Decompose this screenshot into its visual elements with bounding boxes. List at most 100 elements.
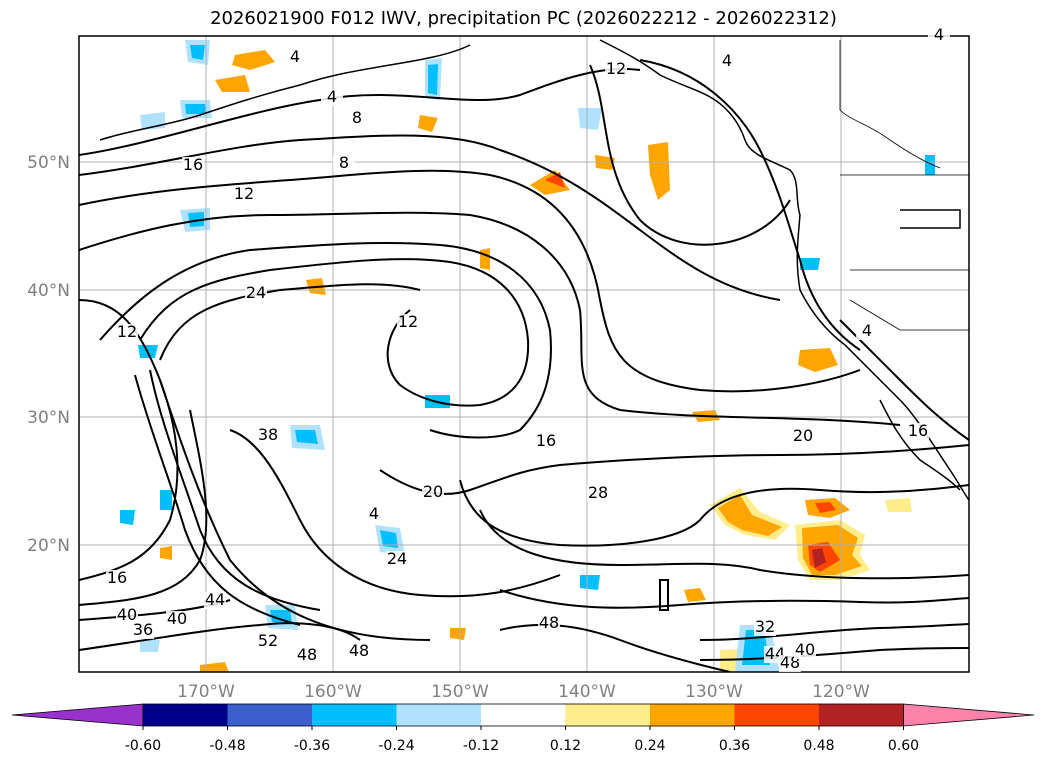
contour-label: 48 (297, 645, 317, 664)
contour-label-bg (166, 611, 188, 628)
contour-label-bg (132, 622, 154, 639)
contour-label: 44 (205, 590, 225, 609)
colorbar-tick-label: 0.12 (550, 738, 581, 754)
contour-label-bg (106, 570, 128, 587)
contour-label-bg (928, 27, 950, 44)
lat-label-40: 40°N (27, 281, 70, 301)
contour-label: 16 (183, 155, 203, 174)
contour-label: 48 (539, 613, 559, 632)
colorbar-segment (227, 704, 312, 726)
contour-label: 4 (862, 321, 872, 340)
contour-label: 4 (934, 25, 944, 44)
contour-label: 12 (234, 184, 254, 203)
contour-label: 4 (290, 47, 300, 66)
contour-label-bg (422, 484, 444, 501)
contour-label-bg (794, 642, 816, 659)
contour-label-bg (605, 61, 627, 78)
contour-label-bg (856, 323, 878, 340)
contour-label: 4 (327, 87, 337, 106)
lat-label-30: 30°N (27, 408, 70, 428)
colorbar-segment (650, 704, 735, 726)
contour-label-bg (182, 157, 204, 174)
contour-label-bg (116, 324, 138, 341)
contour-label: 4 (369, 504, 379, 523)
lat-tick-labels: 50°N 40°N 30°N 20°N (27, 153, 70, 556)
contour-label-bg (245, 285, 267, 302)
graticule (79, 36, 969, 672)
colorbar-segment (481, 704, 566, 726)
contour-label: 40 (117, 605, 137, 624)
colorbar-tick-label: 0.36 (719, 738, 750, 754)
contour-label-bg (348, 643, 370, 660)
lat-label-20: 20°N (27, 536, 70, 556)
contour-label: 16 (908, 421, 928, 440)
contour-label-bg (257, 633, 279, 650)
contour-label-bg (346, 110, 368, 127)
contour-label: 52 (258, 631, 278, 650)
contour-label: 12 (117, 322, 137, 341)
colorbar-tick-label: -0.24 (378, 738, 414, 754)
contour-label: 24 (246, 283, 266, 302)
colorbar-tick-label: -0.36 (294, 738, 330, 754)
contour-label: 4 (722, 51, 732, 70)
colorbar-segment (396, 704, 481, 726)
colorbar-tick-label: -0.12 (463, 738, 499, 754)
lon-tick-labels: 170°W 160°W 150°W 140°W 130°W 120°W (177, 682, 870, 702)
lon-label-120: 120°W (812, 682, 870, 702)
contour-label-bg (792, 428, 814, 445)
lon-label-140: 140°W (558, 682, 616, 702)
contour-label-bg (386, 551, 408, 568)
contour-label-bg (204, 592, 226, 609)
colorbar: -0.60 -0.48 -0.36 -0.24 -0.12 0.12 0.24 0.36 0.4… (11, 703, 1035, 754)
contour-label-bg (363, 506, 385, 523)
lon-label-160: 160°W (304, 682, 362, 702)
contour-label: 28 (588, 483, 608, 502)
plot-frame (78, 35, 970, 673)
contour-label-bg (284, 49, 306, 66)
contour-label-bg (535, 433, 557, 450)
contour-label-bg (397, 314, 419, 331)
colorbar-segment (819, 704, 904, 726)
coastlines (99, 39, 969, 501)
colorbar-tick-label: -0.48 (209, 738, 245, 754)
contour-label-bg (333, 155, 355, 172)
contour-label: 20 (793, 426, 813, 445)
contour-label: 8 (339, 153, 349, 172)
iwv-contours (79, 59, 969, 672)
contour-label-bg (538, 615, 560, 632)
colorbar-extend-high (903, 703, 1035, 727)
political-borders (839, 40, 969, 331)
precip-negative-areas (120, 40, 935, 672)
contour-label: 32 (755, 617, 775, 636)
lon-label-170: 170°W (177, 682, 235, 702)
contour-label-bg (257, 427, 279, 444)
contour-label: 48 (349, 641, 369, 660)
contour-label: 12 (398, 312, 418, 331)
colorbar-tick-label: -0.60 (125, 738, 161, 754)
contour-label: 8 (352, 108, 362, 127)
contour-label-bg (321, 89, 343, 106)
contour-label: 40 (167, 609, 187, 628)
contour-label: 16 (536, 431, 556, 450)
contour-label-bg (116, 607, 138, 624)
lon-label-150: 150°W (431, 682, 489, 702)
contour-label-bg (907, 423, 929, 440)
contour-label-bg (296, 647, 318, 664)
lat-label-50: 50°N (27, 153, 70, 173)
contour-label: 24 (387, 549, 407, 568)
colorbar-tick-label: 0.60 (888, 738, 919, 754)
map-title: 2026021900 F012 IWV, precipitation PC (2… (210, 8, 837, 29)
lon-label-130: 130°W (685, 682, 743, 702)
colorbar-extend-low (11, 703, 144, 727)
contour-label: 20 (423, 482, 443, 501)
contour-label: 40 (795, 640, 815, 659)
contour-label: 16 (107, 568, 127, 587)
colorbar-segment (565, 704, 650, 726)
contour-label-bg (587, 485, 609, 502)
colorbar-frame (142, 703, 904, 727)
colorbar-segment (734, 704, 819, 726)
contour-label-bg (779, 655, 801, 672)
colorbar-tick-label: 0.48 (803, 738, 834, 754)
